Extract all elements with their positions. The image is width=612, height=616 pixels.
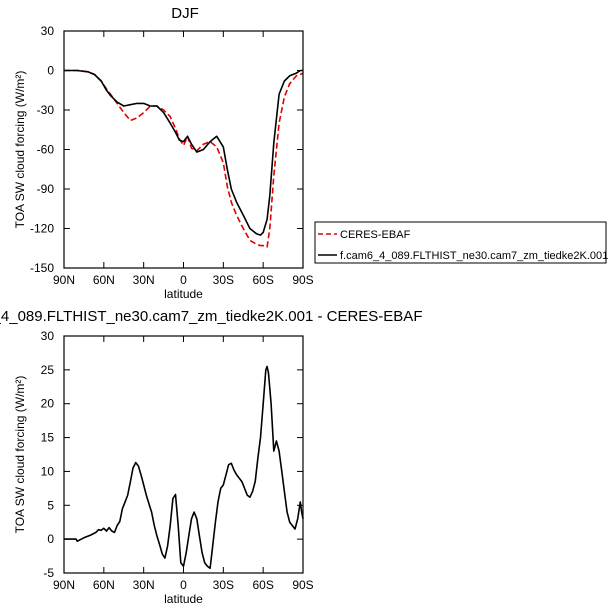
x-tick-label: 0 (180, 578, 187, 592)
x-tick-label: 30N (133, 578, 155, 592)
legend-box (314, 221, 607, 264)
y-tick-label: -120 (30, 222, 54, 236)
x-tick-label: 90N (53, 578, 75, 592)
x-tick-label: 30S (213, 273, 234, 287)
legend-label-model: f.cam6_4_089.FLTHIST_ne30.cam7_zm_tiedke… (340, 250, 608, 262)
y-tick-label: 30 (41, 329, 55, 343)
x-tick-label: 30S (213, 578, 234, 592)
y-tick-label: 5 (47, 498, 54, 512)
y-tick-label: -60 (37, 143, 55, 157)
x-tick-label: 60S (252, 273, 273, 287)
y-axis-label: TOA SW cloud forcing (W/m²) (13, 71, 27, 229)
y-tick-label: 30 (41, 24, 55, 38)
bottom-chart-difference: f.cam6_4_089.FLTHIST_ne30.cam7_zm_tiedke… (0, 308, 422, 606)
series-lines (64, 365, 304, 570)
x-tick-label: 90S (292, 273, 313, 287)
chart-title: DJF (171, 5, 199, 22)
x-axis-label: latitude (164, 592, 203, 606)
y-tick-label: 10 (41, 464, 55, 478)
y-tick-label: -90 (37, 182, 55, 196)
x-tick-label: 90S (292, 578, 313, 592)
x-axis-label: latitude (164, 287, 203, 301)
y-tick-label: 25 (41, 363, 55, 377)
series-lines (64, 69, 304, 248)
y-tick-label: -30 (37, 103, 55, 117)
x-tick-label: 30N (133, 273, 155, 287)
y-tick-label: -150 (30, 261, 54, 275)
y-tick-label: 0 (47, 64, 54, 78)
y-axis-label: TOA SW cloud forcing (W/m²) (13, 376, 27, 534)
x-tick-label: 60S (252, 578, 273, 592)
legend-label-ceres: CERES-EBAF (340, 229, 411, 241)
y-tick-label: 20 (41, 397, 55, 411)
series-line-model (64, 365, 304, 570)
top-chart-latitude-profile: DJF latitude TOA SW cloud forcing (W/m²)… (13, 5, 608, 301)
y-tick-label: 15 (41, 431, 55, 445)
y-tick-label: 0 (47, 532, 54, 546)
x-tick-label: 60N (93, 273, 115, 287)
legend: CERES-EBAF f.cam6_4_089.FLTHIST_ne30.cam… (314, 221, 608, 264)
series-line-model (64, 69, 303, 236)
plot-frame (63, 335, 304, 574)
x-tick-label: 90N (53, 273, 75, 287)
x-tick-label: 0 (180, 273, 187, 287)
y-tick-label: -5 (43, 566, 54, 580)
chart-title: f.cam6_4_089.FLTHIST_ne30.cam7_zm_tiedke… (0, 308, 422, 325)
plot-frame (63, 30, 304, 269)
x-tick-label: 60N (93, 578, 115, 592)
